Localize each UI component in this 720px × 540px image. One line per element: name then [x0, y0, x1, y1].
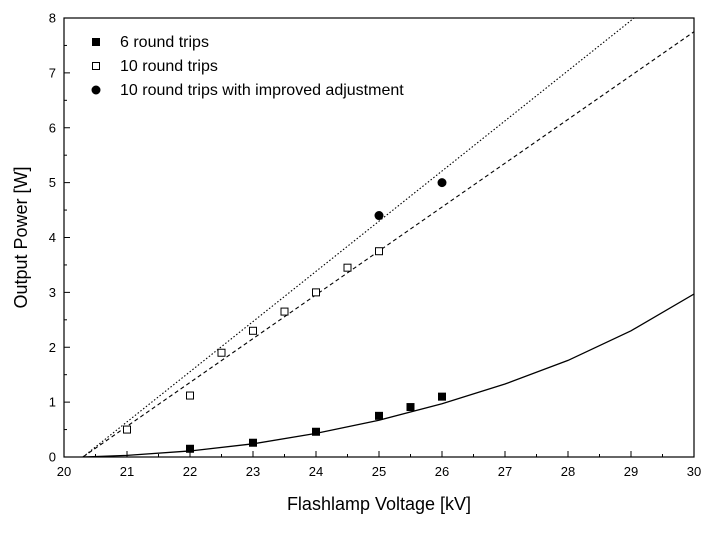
data-point-series-2 — [374, 211, 384, 221]
x-tick-label: 20 — [57, 464, 71, 479]
y-tick-label: 1 — [49, 395, 56, 410]
data-point-series-0 — [249, 438, 257, 447]
x-tick-label: 28 — [561, 464, 575, 479]
x-axis-title: Flashlamp Voltage [kV] — [287, 494, 471, 514]
data-point-series-1 — [123, 425, 131, 434]
data-point-series-0 — [438, 392, 446, 401]
data-points — [123, 178, 447, 453]
x-tick-label: 23 — [246, 464, 260, 479]
legend-marker — [91, 85, 101, 95]
data-point-series-0 — [406, 403, 415, 412]
legend: 6 round trips 10 round trips 10 round trip… — [91, 34, 404, 99]
legend-marker — [92, 62, 100, 70]
x-tick-label: 24 — [309, 464, 323, 479]
data-point-series-1 — [280, 307, 289, 316]
y-tick-label: 8 — [49, 11, 56, 26]
legend-label: 10 round trips — [120, 58, 218, 75]
data-point-series-1 — [217, 348, 226, 357]
y-tick-label: 0 — [49, 450, 56, 465]
fit-line-solid — [82, 293, 694, 457]
x-tick-label: 21 — [120, 464, 134, 479]
legend-label: 10 round trips with improved adjustment — [120, 82, 404, 99]
y-tick-label: 7 — [49, 65, 56, 80]
fit-line-dashed — [82, 31, 694, 457]
x-tick-label: 22 — [183, 464, 197, 479]
data-point-series-1 — [186, 391, 194, 400]
data-point-series-0 — [312, 427, 320, 436]
x-tick-label: 26 — [435, 464, 449, 479]
y-tick-label: 5 — [49, 175, 56, 190]
legend-marker — [92, 38, 100, 46]
x-tick-label: 27 — [498, 464, 512, 479]
data-point-series-0 — [375, 411, 383, 420]
x-tick-label: 25 — [372, 464, 386, 479]
data-point-series-2 — [437, 178, 447, 188]
legend-label: 6 round trips — [120, 34, 209, 51]
y-tick-label: 3 — [49, 285, 56, 300]
y-axis-ticks: 0 1 2 3 4 5 6 7 8 — [49, 11, 70, 465]
x-tick-label: 29 — [624, 464, 638, 479]
data-point-series-1 — [375, 247, 383, 256]
x-axis-ticks: 20 21 22 23 24 25 26 27 28 29 30 — [57, 451, 701, 479]
x-tick-label: 30 — [687, 464, 701, 479]
data-point-series-1 — [312, 288, 320, 297]
fit-curves — [82, 18, 694, 457]
y-tick-label: 4 — [49, 230, 56, 245]
data-point-series-1 — [249, 326, 257, 335]
y-axis-title: Output Power [W] — [11, 166, 31, 308]
y-tick-label: 2 — [49, 340, 56, 355]
data-point-series-1 — [343, 263, 352, 272]
y-tick-label: 6 — [49, 120, 56, 135]
